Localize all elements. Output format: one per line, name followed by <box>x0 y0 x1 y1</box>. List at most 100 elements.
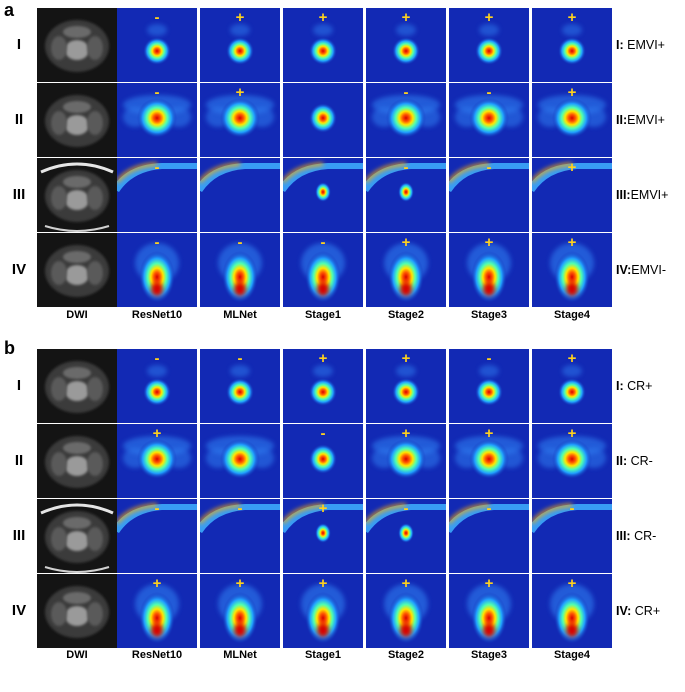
attention-map: + <box>449 424 529 498</box>
outcome-text: EMVI+ <box>623 38 665 52</box>
prediction-sign: + <box>318 500 328 517</box>
outcome-text: EMVI+ <box>630 188 669 202</box>
outcome-text: CR- <box>627 454 653 468</box>
attention-map: - <box>117 83 197 157</box>
outcome-text: CR+ <box>631 604 661 618</box>
attention-map <box>200 158 280 232</box>
column-label: MLNet <box>223 309 257 321</box>
attention-map: - <box>200 499 280 573</box>
row-label: II <box>14 452 24 469</box>
column-label: Stage3 <box>470 649 508 661</box>
outcome-roman: IV: <box>616 604 632 618</box>
prediction-sign: - <box>154 234 160 251</box>
prediction-sign: + <box>484 234 494 251</box>
row-outcome: IV:EMVI- <box>616 263 666 277</box>
outcome-text: CR+ <box>623 379 653 393</box>
dwi-image <box>37 83 117 157</box>
attention-map: - <box>117 233 197 307</box>
attention-map: + <box>449 233 529 307</box>
attention-map: + <box>532 349 612 423</box>
attention-map: - <box>449 83 529 157</box>
attention-map: + <box>366 574 446 648</box>
prediction-sign: - <box>320 234 326 251</box>
attention-map: + <box>200 8 280 82</box>
column-label: DWI <box>66 649 88 661</box>
attention-map: - <box>283 233 363 307</box>
row-outcome: II: CR- <box>616 454 653 468</box>
attention-map: + <box>200 574 280 648</box>
prediction-sign: + <box>567 350 577 367</box>
prediction-sign: - <box>403 84 409 101</box>
prediction-sign: + <box>318 9 328 26</box>
outcome-text: EMVI- <box>631 263 667 277</box>
row-label: I <box>16 36 22 53</box>
prediction-sign: - <box>486 159 492 176</box>
attention-map: + <box>200 83 280 157</box>
prediction-sign: - <box>237 500 243 517</box>
dwi-image <box>37 424 117 498</box>
outcome-roman: IV: <box>616 263 632 277</box>
attention-map: - <box>283 424 363 498</box>
attention-map: + <box>532 83 612 157</box>
outcome-roman: III: <box>616 529 631 543</box>
attention-map: + <box>117 574 197 648</box>
prediction-sign: + <box>152 575 162 592</box>
panel-letter: a <box>4 0 15 20</box>
prediction-sign: - <box>237 234 243 251</box>
prediction-sign: + <box>152 425 162 442</box>
attention-map: - <box>449 158 529 232</box>
column-label: Stage3 <box>470 309 508 321</box>
column-label: MLNet <box>223 649 257 661</box>
prediction-sign: - <box>154 9 160 26</box>
prediction-sign: + <box>235 84 245 101</box>
prediction-sign: + <box>567 84 577 101</box>
panel-letter: b <box>4 338 15 358</box>
prediction-sign: + <box>401 234 411 251</box>
attention-map: + <box>117 424 197 498</box>
prediction-sign: + <box>484 9 494 26</box>
prediction-sign: - <box>569 500 575 517</box>
outcome-roman: II: <box>616 113 628 127</box>
attention-map: - <box>449 499 529 573</box>
row-outcome: IV: CR+ <box>616 604 660 618</box>
outcome-roman: III: <box>616 188 631 202</box>
column-label: ResNet10 <box>131 649 183 661</box>
row-outcome: III:EMVI+ <box>616 188 668 202</box>
attention-map: - <box>449 349 529 423</box>
row-label: III <box>12 186 26 203</box>
row-outcome: III: CR- <box>616 529 656 543</box>
dwi-image <box>37 233 117 307</box>
row-outcome: I: EMVI+ <box>616 38 665 52</box>
column-label: Stage1 <box>304 309 342 321</box>
prediction-sign: + <box>318 575 328 592</box>
prediction-sign: + <box>567 234 577 251</box>
attention-map <box>283 83 363 157</box>
row-label: IV <box>11 602 27 619</box>
prediction-sign: - <box>403 159 409 176</box>
attention-map: + <box>366 424 446 498</box>
column-label: Stage2 <box>387 309 425 321</box>
prediction-sign: + <box>484 425 494 442</box>
dwi-image <box>37 8 117 82</box>
column-label: Stage2 <box>387 649 425 661</box>
attention-map: - <box>200 233 280 307</box>
attention-map: - <box>200 349 280 423</box>
row-label: I <box>16 377 22 394</box>
attention-map: + <box>283 8 363 82</box>
outcome-text: CR- <box>630 529 657 543</box>
attention-map: + <box>532 8 612 82</box>
prediction-sign: + <box>567 159 577 176</box>
prediction-sign: + <box>484 575 494 592</box>
attention-map: - <box>117 158 197 232</box>
column-label: Stage4 <box>553 649 591 661</box>
prediction-sign: - <box>154 159 160 176</box>
column-label: Stage4 <box>553 309 591 321</box>
row-label: III <box>12 527 26 544</box>
attention-map <box>200 424 280 498</box>
attention-map: - <box>532 499 612 573</box>
attention-map: - <box>117 349 197 423</box>
dwi-image <box>37 158 117 232</box>
attention-map: + <box>532 158 612 232</box>
dwi-image <box>37 499 117 573</box>
attention-map: - <box>117 499 197 573</box>
